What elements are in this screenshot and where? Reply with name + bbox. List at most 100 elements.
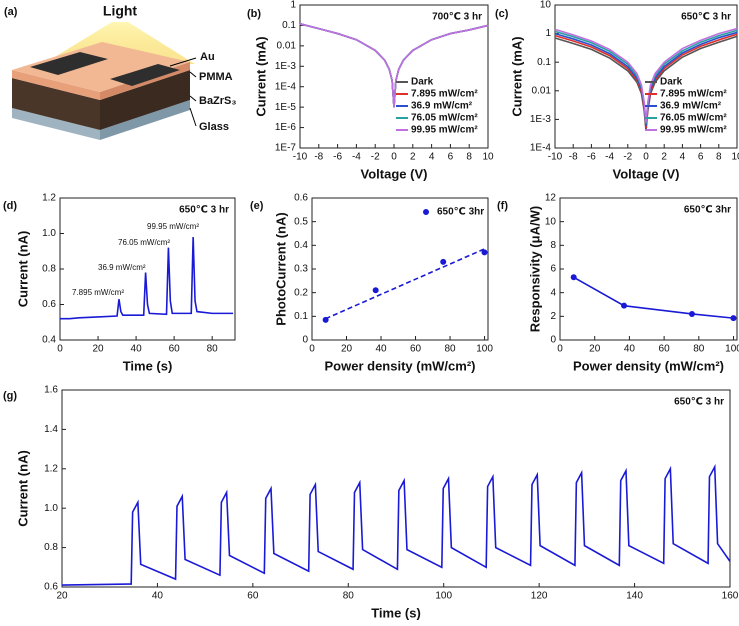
x-tick-label: -2 xyxy=(371,152,380,163)
data-point xyxy=(730,315,737,322)
x-axis-label: Voltage (V) xyxy=(613,166,680,181)
y-tick-label: 0.1 xyxy=(282,20,296,31)
glass-left xyxy=(12,108,100,140)
y-axis-label: Responsivity (μA/W) xyxy=(527,206,542,332)
y-tick-label: 1E-4 xyxy=(275,81,297,92)
x-tick-label: 10 xyxy=(731,152,739,163)
panel-label: (a) xyxy=(4,6,18,18)
leader xyxy=(169,57,197,67)
x-tick-label: 8 xyxy=(716,152,722,163)
y-tick-label: 0.6 xyxy=(42,299,56,310)
x-tick-label: 0 xyxy=(57,344,63,355)
legend-label: 99.95 mW/cm² xyxy=(411,125,478,136)
chart-panel: (c) -10 -8 -6 -4 -2 0 2 4 6 8 10 1E-4 1E-3 0.01 0.1 1 10 V… xyxy=(495,0,739,181)
y-tick-label: 0.3 xyxy=(294,264,308,275)
y-tick-label: 0.4 xyxy=(42,335,56,346)
x-axis-label: Power density (mW/cm²) xyxy=(573,358,724,373)
x-tick-label: 40 xyxy=(624,344,636,355)
x-axis-label: Time (s) xyxy=(371,605,421,620)
y-tick-label: 0.01 xyxy=(532,85,552,96)
film-left xyxy=(12,78,100,130)
y-tick-label: 1.0 xyxy=(44,503,58,514)
x-axis-label: Time (s) xyxy=(123,358,173,373)
y-tick-label: 6 xyxy=(550,264,556,275)
pulse-label: 99.95 mW/cm² xyxy=(147,222,199,231)
x-tick-label: 6 xyxy=(448,152,454,163)
x-tick-label: 20 xyxy=(92,344,104,355)
legend-label: Dark xyxy=(660,77,683,88)
x-tick-label: -6 xyxy=(333,152,342,163)
legend-label: Dark xyxy=(411,77,434,88)
panel-label: (b) xyxy=(247,8,261,20)
legend-label: 7.895 mW/cm² xyxy=(660,89,727,100)
x-axis-label: Voltage (V) xyxy=(361,166,428,181)
layer-label: Glass xyxy=(199,121,229,133)
plot-frame xyxy=(311,197,489,341)
data-point xyxy=(621,302,628,309)
layer-label: BaZrS₃ xyxy=(199,95,237,107)
legend-label: 76.05 mW/cm² xyxy=(411,113,478,124)
x-tick-label: 20 xyxy=(589,344,601,355)
x-tick-label: 60 xyxy=(659,344,671,355)
panel-label: (d) xyxy=(3,200,17,212)
x-tick-label: 4 xyxy=(429,152,435,163)
x-tick-label: 80 xyxy=(343,591,355,602)
y-tick-label: 8 xyxy=(550,240,556,251)
x-tick-label: 40 xyxy=(152,591,164,602)
x-tick-label: 80 xyxy=(207,344,219,355)
chart-panel: (g) 20 40 60 80 100 120 140 160 0.6 0.8 1.0 1.2 1.4 1.… xyxy=(3,385,739,621)
y-axis-label: Current (nA) xyxy=(15,231,30,308)
x-tick-label: 0 xyxy=(557,344,563,355)
data-line xyxy=(554,33,738,129)
x-tick-label: 140 xyxy=(626,591,643,602)
x-tick-label: 10 xyxy=(482,152,494,163)
au-pad xyxy=(30,52,108,75)
data-line xyxy=(61,463,731,586)
layer-label: Au xyxy=(200,51,215,63)
plot-frame xyxy=(59,197,236,341)
y-tick-label: 0.01 xyxy=(277,40,297,51)
y-axis-label: Current (nA) xyxy=(15,450,30,527)
x-tick-label: 120 xyxy=(531,591,548,602)
y-tick-label: 10 xyxy=(540,0,552,11)
y-tick-label: 0 xyxy=(302,335,308,346)
chart-panel: (e) 0 20 40 60 80 100 0 0.1 0.2 0.3 0.4 0.5 0.6 Power … xyxy=(250,193,493,374)
x-tick-label: 60 xyxy=(410,344,422,355)
y-tick-label: 1E-4 xyxy=(530,143,552,154)
x-tick-label: 40 xyxy=(131,344,143,355)
pmma-left xyxy=(12,70,100,100)
x-tick-label: 100 xyxy=(725,344,739,355)
x-tick-label: -10 xyxy=(548,152,563,163)
y-tick-label: 1.4 xyxy=(44,424,58,435)
chart-panel: (f) 0 20 40 60 80 100 0 2 4 6 8 10 12 Power density (m… xyxy=(497,193,739,374)
y-tick-label: 12 xyxy=(545,193,557,204)
y-tick-label: 0.8 xyxy=(42,264,56,275)
y-axis-label: Current (mA) xyxy=(509,36,524,116)
x-tick-label: -4 xyxy=(605,152,614,163)
x-tick-label: 4 xyxy=(680,152,686,163)
y-tick-label: 1E-6 xyxy=(275,122,297,133)
data-point xyxy=(481,249,488,256)
leader xyxy=(189,107,197,127)
pulse-label: 7.895 mW/cm² xyxy=(72,288,124,297)
x-tick-label: 40 xyxy=(375,344,387,355)
x-tick-label: 100 xyxy=(476,344,493,355)
y-tick-label: 1 xyxy=(290,0,296,11)
y-tick-label: 1.6 xyxy=(44,385,58,396)
panel-label: (g) xyxy=(3,390,17,402)
x-tick-label: 2 xyxy=(410,152,416,163)
y-tick-label: 10 xyxy=(545,216,557,227)
x-tick-label: 6 xyxy=(698,152,704,163)
y-tick-label: 2 xyxy=(550,311,556,322)
pulse-label: 36.9 mW/cm² xyxy=(98,263,146,272)
schematic: (a) Light Au PMMA BaZrS₃ Glass xyxy=(4,3,237,140)
film-right xyxy=(100,70,190,130)
x-tick-label: -10 xyxy=(293,152,308,163)
plot-frame xyxy=(559,197,738,341)
x-tick-label: -6 xyxy=(587,152,596,163)
data-line xyxy=(554,29,738,124)
y-axis-label: PhotoCurrent (nA) xyxy=(273,212,288,325)
data-point xyxy=(440,258,447,265)
pmma-top xyxy=(12,42,190,92)
